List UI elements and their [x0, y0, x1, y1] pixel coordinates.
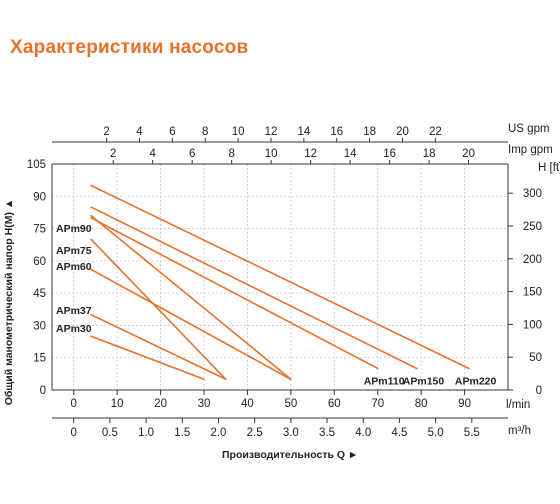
series-label-apm110: APm110 [364, 375, 405, 387]
y-m-tick-label: 30 [33, 320, 46, 332]
us-gpm-tick-label: 18 [363, 126, 376, 138]
us-gpm-unit: US gpm [508, 123, 550, 135]
m3h-tick-label: 0.5 [102, 427, 118, 439]
m3h-tick-label: 5.5 [464, 427, 480, 439]
y-m-tick-label: 105 [27, 159, 46, 171]
series-label-apm60: APm60 [56, 261, 92, 273]
y-m-tick-label: 75 [33, 224, 46, 236]
lmin-tick-label: 20 [154, 398, 167, 410]
m3h-tick-label: 5.0 [428, 427, 444, 439]
imp-gpm-tick-label: 4 [149, 148, 156, 160]
chart-title: Характеристики насосов [10, 37, 249, 58]
lmin-tick-label: 50 [284, 398, 297, 410]
imp-gpm-tick-label: 18 [423, 148, 436, 160]
us-gpm-tick-label: 4 [136, 126, 143, 138]
us-gpm-tick-label: 2 [103, 126, 109, 138]
series-label-apm30: APm30 [56, 323, 92, 335]
us-gpm-tick-label: 12 [265, 126, 278, 138]
series-line-apm150 [90, 206, 418, 370]
series-line-apm75 [90, 238, 227, 381]
imp-gpm-tick-label: 14 [344, 148, 357, 160]
y-ft-tick-label: 50 [529, 352, 542, 364]
m3h-tick-label: 3.5 [319, 427, 335, 439]
m3h-tick-label: 2.0 [210, 427, 226, 439]
y-m-tick-label: 45 [33, 288, 46, 300]
series-line-apm30 [90, 335, 205, 381]
y-m-tick-label: 60 [33, 256, 46, 268]
y-ft-tick-label: 100 [523, 319, 542, 331]
series-line-apm37 [90, 313, 227, 381]
series-line-apm60 [90, 268, 292, 381]
lmin-tick-label: 80 [415, 398, 428, 410]
imp-gpm-tick-label: 20 [462, 148, 475, 160]
lmin-tick-label: 0 [71, 398, 77, 410]
y-axis-label: Общий манометрический напор H(M) ▲ [3, 199, 15, 406]
imp-gpm-unit: Imp gpm [508, 144, 553, 156]
y-ft-tick-label: 300 [523, 188, 542, 200]
y-m-tick-label: 15 [33, 353, 46, 365]
us-gpm-tick-label: 10 [232, 126, 245, 138]
us-gpm-tick-label: 6 [169, 126, 175, 138]
y-m-tick-label: 0 [40, 385, 46, 397]
m3h-tick-label: 3.0 [283, 427, 299, 439]
series-label-apm75: APm75 [56, 245, 92, 257]
y-ft-tick-label: 200 [523, 254, 542, 266]
x-axis-label: Производительность Q ► [222, 449, 358, 461]
axes: 0 10 20 30 40 50 60 70 80 90015304560759010505010… [27, 126, 542, 439]
y-ft-tick-label: 250 [523, 221, 542, 233]
lmin-tick-label: 90 [458, 398, 471, 410]
us-gpm-tick-label: 22 [429, 126, 442, 138]
h-ft-unit: H [ft] [538, 162, 560, 174]
lmin-tick-label: 70 [371, 398, 384, 410]
lmin-tick-label: 60 [328, 398, 341, 410]
us-gpm-tick-label: 8 [202, 126, 208, 138]
lmin-unit: l/min [506, 399, 530, 411]
imp-gpm-tick-label: 2 [110, 148, 116, 160]
m3h-unit: m³/h [508, 425, 531, 437]
series-line-apm110 [90, 217, 379, 370]
series-label-apm150: APm150 [403, 375, 445, 387]
us-gpm-tick-label: 20 [396, 126, 409, 138]
imp-gpm-tick-label: 16 [383, 148, 396, 160]
m3h-tick-label: 4.5 [391, 427, 407, 439]
series-line-apm220 [90, 184, 470, 370]
m3h-tick-label: 4.0 [355, 427, 371, 439]
lmin-tick-label: 10 [111, 398, 124, 410]
us-gpm-tick-label: 14 [297, 126, 310, 138]
y-m-tick-label: 90 [33, 191, 46, 203]
lmin-tick-label: 30 [198, 398, 211, 410]
imp-gpm-tick-label: 6 [189, 148, 195, 160]
lmin-tick-label: 40 [241, 398, 254, 410]
series-group [90, 184, 470, 381]
m3h-tick-label: 2.5 [247, 427, 263, 439]
y-ft-tick-label: 0 [536, 385, 542, 397]
series-line-apm90 [90, 214, 292, 381]
series-label-apm90: APm90 [56, 223, 92, 235]
imp-gpm-tick-label: 10 [265, 148, 278, 160]
m3h-tick-label: 1.5 [174, 427, 190, 439]
y-ft-tick-label: 150 [523, 287, 542, 299]
m3h-tick-label: 0 [71, 427, 77, 439]
imp-gpm-tick-label: 12 [304, 148, 317, 160]
us-gpm-tick-label: 16 [330, 126, 343, 138]
series-label-apm37: APm37 [56, 305, 92, 317]
series-label-apm220: APm220 [455, 375, 497, 387]
imp-gpm-tick-label: 8 [228, 148, 234, 160]
m3h-tick-label: 1.0 [138, 427, 154, 439]
